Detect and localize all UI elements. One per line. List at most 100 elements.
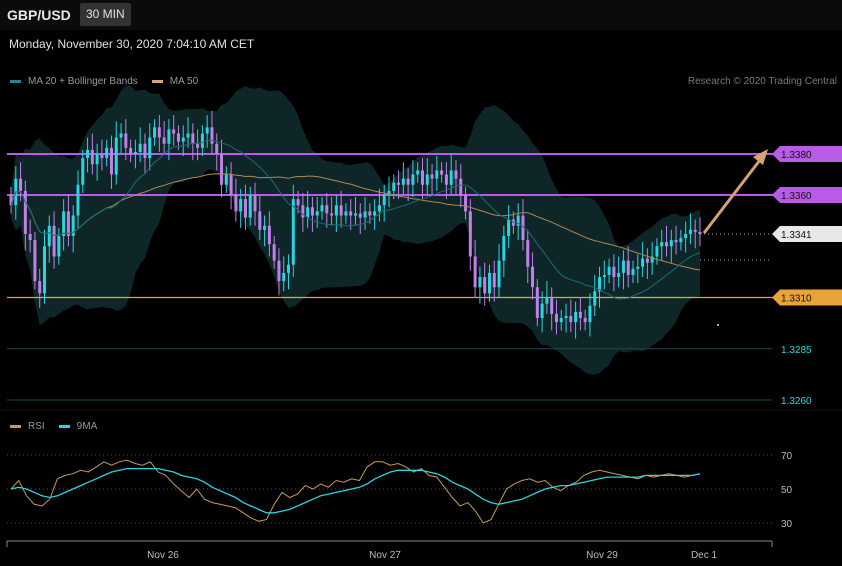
candle-body (229, 174, 233, 195)
candle-body (320, 205, 324, 212)
candle-body (143, 143, 147, 159)
candle-body (153, 127, 157, 138)
legend-label-rsi: RSI (28, 421, 45, 432)
candle-body (674, 240, 678, 243)
timestamp: Monday, November 30, 2020 7:04:10 AM CET (9, 37, 255, 51)
candle-body (368, 211, 372, 216)
candle-body (109, 147, 113, 175)
candle-body (511, 219, 515, 226)
candle-body (263, 225, 267, 230)
candle-body (172, 129, 176, 134)
candle-body (631, 268, 635, 275)
candle-body (62, 211, 66, 236)
candle-body (645, 258, 649, 263)
candle-body (339, 205, 343, 216)
candle-body (105, 147, 109, 159)
bollinger-band (11, 85, 700, 375)
timeframe-button[interactable]: 30 MIN (80, 3, 131, 26)
candle-body (334, 205, 338, 216)
candle-body (468, 211, 472, 257)
candle-body (310, 207, 314, 216)
candle-body (550, 297, 554, 314)
candle-body (354, 213, 357, 216)
candle-body (464, 195, 468, 212)
ma20-line (10, 139, 701, 300)
candle-body (148, 137, 152, 159)
legend-item-ma20: MA 20 + Bollinger Bands (10, 76, 138, 87)
target-arrow-shaft (702, 159, 762, 234)
candle-body (459, 178, 463, 195)
candle-body (660, 242, 664, 247)
candle-body (650, 256, 654, 263)
legend-swatch-ma50 (151, 80, 163, 83)
candle-body (598, 277, 602, 292)
candle-body (215, 143, 219, 154)
candle-body (344, 211, 348, 216)
candle-body (492, 272, 496, 288)
level-label-1.3341: 1.3341 (781, 230, 812, 241)
target-arrow-head (753, 149, 768, 165)
candle-body (52, 225, 56, 257)
x-tick-label-nov-29: Nov 29 (586, 550, 618, 561)
candle-body (626, 260, 630, 275)
main-legend: MA 20 + Bollinger Bands MA 50 (10, 76, 212, 87)
candle-body (578, 311, 582, 318)
candle-body (564, 315, 568, 318)
candle-body (86, 149, 90, 159)
candle-body (363, 211, 367, 218)
candle-body (621, 260, 625, 273)
candle-body (349, 211, 353, 216)
candle-body (181, 137, 185, 142)
candle-body (535, 287, 539, 318)
candle-body (239, 199, 243, 212)
candle-body (588, 305, 592, 323)
research-credit: Research © 2020 Trading Central (687, 76, 837, 87)
x-tick-label-dec-1: Dec 1 (691, 550, 718, 561)
candle-body (95, 154, 99, 165)
candle-body (306, 207, 310, 218)
rsi-9ma-line (10, 467, 701, 514)
candle-body (526, 240, 530, 267)
candle-body (401, 178, 405, 185)
candle-body (287, 264, 291, 273)
candle-body (435, 170, 439, 179)
candle-body (282, 272, 286, 282)
candle-body (100, 154, 104, 159)
legend-label-ma50: MA 50 (169, 76, 199, 87)
candle-body (114, 137, 118, 175)
candle-body (253, 195, 257, 212)
candle-body (478, 277, 482, 288)
candle-body (641, 258, 645, 267)
candle-body (248, 195, 252, 218)
candle-body (665, 242, 669, 247)
candle-body (176, 133, 180, 142)
candle-body (124, 133, 128, 148)
candle-body (191, 133, 195, 144)
candle-body (119, 133, 123, 138)
legend-item-9ma: 9MA (58, 421, 97, 432)
symbol-title: GBP/USD (7, 7, 71, 23)
level-label-1.3310: 1.3310 (781, 294, 812, 305)
candle-body (593, 291, 597, 306)
rsi-tick-label-30: 30 (781, 519, 793, 530)
candle-body (392, 182, 396, 191)
legend-item-rsi: RSI (10, 421, 45, 432)
candle-body (220, 154, 224, 185)
candle-body (205, 127, 209, 134)
candle-body (411, 174, 415, 185)
candle-body (440, 170, 444, 175)
candle-body (33, 240, 37, 282)
x-tick-label-nov-27: Nov 27 (369, 550, 401, 561)
legend-swatch-rsi (10, 425, 21, 428)
candle-body (138, 143, 142, 152)
candle-body (81, 158, 85, 185)
candle-body (655, 246, 659, 257)
candle-body (258, 211, 262, 230)
candle-body (267, 225, 271, 245)
level-tag-1.3341 (772, 225, 842, 242)
level-label-1.3360: 1.3360 (781, 191, 812, 202)
candle-body (234, 195, 238, 212)
marker-dot (717, 324, 719, 326)
candle-body (23, 190, 27, 234)
